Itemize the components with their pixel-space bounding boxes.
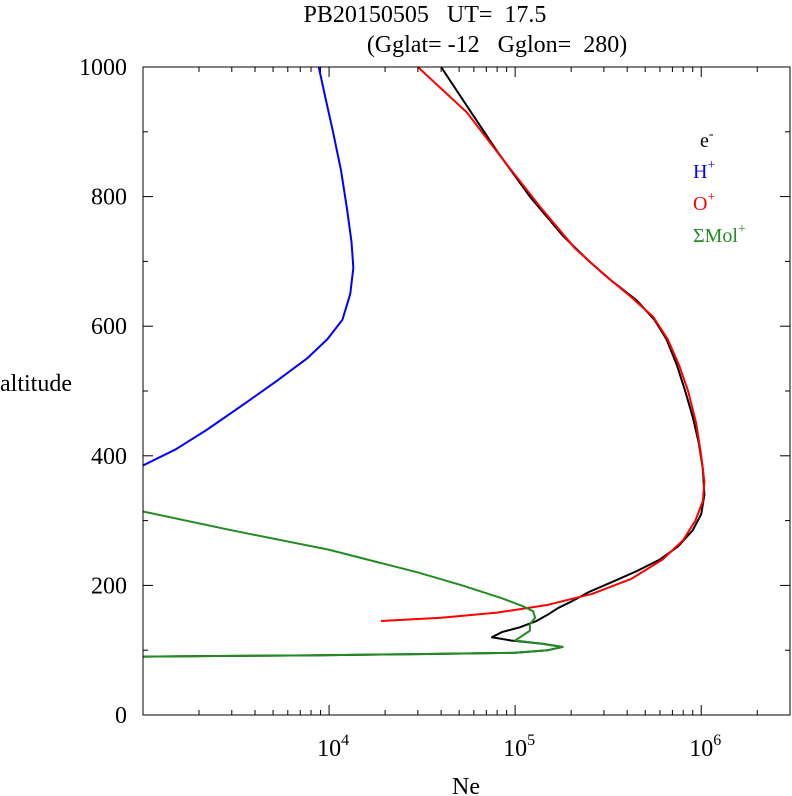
legend-entry-2: O+ xyxy=(693,190,715,215)
y-tick-label: 600 xyxy=(91,314,127,340)
axes-layer: 0 200 400 600 800 1000 104 105 106 xyxy=(79,55,791,762)
x-tick-label: 104 xyxy=(317,732,349,762)
legend-entry-0: e- xyxy=(700,127,714,152)
series-line-2 xyxy=(380,67,706,623)
series-line-1 xyxy=(143,67,355,467)
x-axis-label: Ne xyxy=(452,774,480,796)
x-tick-label: 105 xyxy=(503,732,535,762)
y-tick-label: 1000 xyxy=(79,55,127,81)
y-tick-label: 0 xyxy=(115,703,127,729)
y-tick-label: 400 xyxy=(91,444,127,470)
y-tick-label: 200 xyxy=(91,573,127,599)
legend: e- H+ O+ ΣMol+ xyxy=(693,127,746,247)
series-line-0 xyxy=(143,67,706,658)
series-layer xyxy=(143,67,706,658)
chart-title-line2: (Gglat= -12 Gglon= 280) xyxy=(367,32,627,58)
y-tick-label: 800 xyxy=(91,185,127,211)
x-tick-label: 106 xyxy=(689,732,721,762)
y-axis-label: altitude xyxy=(0,371,72,397)
chart-title-line1: PB20150505 UT= 17.5 xyxy=(304,2,547,28)
legend-entry-3: ΣMol+ xyxy=(693,222,746,247)
legend-entry-1: H+ xyxy=(693,158,715,183)
series-line-3 xyxy=(143,510,564,658)
